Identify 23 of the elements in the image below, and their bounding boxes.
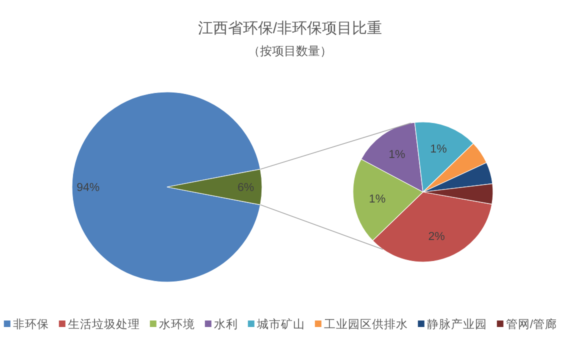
data-label: 2%: [428, 231, 445, 244]
legend-item: 非环保: [4, 319, 49, 331]
legend-label: 水利: [214, 318, 238, 331]
legend-label: 静脉产业园: [426, 317, 487, 331]
legend-item: 生活垃圾处理: [58, 319, 140, 331]
legend-label: 管网/管廊: [506, 317, 558, 331]
legend-label: 工业园区供排水: [324, 318, 408, 331]
chart-title: 江西省环保/非环保项目比重: [198, 20, 382, 37]
legend-label: 生活垃圾处理: [68, 318, 140, 331]
legend-item: 城市矿山: [248, 319, 305, 331]
legend-label: 水环境: [158, 317, 195, 331]
data-label: 1%: [430, 143, 447, 156]
data-label: 1%: [388, 148, 406, 161]
legend-item: 水环境: [150, 319, 195, 331]
text: （按项目数量）: [248, 44, 332, 58]
legend-item: 工业园区供排水: [314, 319, 408, 331]
legend-label: 非环保: [12, 318, 49, 331]
data-label: 94%: [76, 182, 100, 194]
legend-label: 城市矿山: [256, 317, 305, 331]
data-label: 1%: [368, 193, 386, 206]
legend-item: 静脉产业园: [418, 319, 487, 331]
legend-item: 管网/管廊: [496, 319, 558, 331]
legend-item: 水利: [204, 319, 238, 331]
